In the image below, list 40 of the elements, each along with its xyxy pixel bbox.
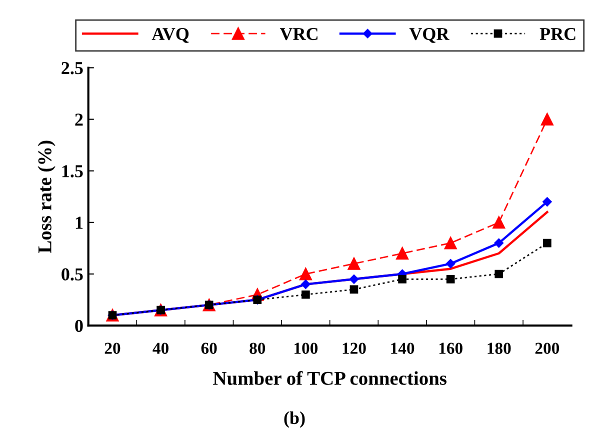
point [444,236,457,250]
x-tick-label: 80 [250,342,266,354]
point [446,274,455,284]
y-tick-label: 0.5 [62,268,83,281]
point [301,280,310,289]
legend-label: AVQ [152,28,189,43]
point [494,270,504,278]
y-tick-label: 2 [75,114,83,126]
point [542,197,552,206]
point [349,274,359,284]
legend-label: PRC [540,28,576,40]
point [540,113,554,126]
point [398,274,406,284]
point [302,290,310,299]
text: (b) [284,411,305,428]
x-tick-label: 20 [104,342,120,354]
x-tick-label: 140 [391,342,414,354]
point [396,247,409,260]
y-tick-label: 2.5 [62,62,83,74]
x-tick-label: 40 [152,342,168,354]
x-tick-label: 100 [294,342,318,354]
legend-label: VQR [409,28,450,43]
point [299,268,312,280]
x-tick-label: 160 [439,342,462,354]
legend-label: VRC [280,28,318,40]
x-tick-label: 200 [535,342,560,354]
x-tick-label: 180 [488,342,511,354]
y-tick-label: 0 [75,320,83,332]
point [350,285,358,294]
point [446,259,456,268]
point [494,238,504,248]
x-tick-label: 120 [342,342,366,354]
point [348,257,360,270]
y-axis-title: Loss rate (%) [38,140,56,254]
point [543,238,552,248]
y-tick-label: 1 [76,216,83,229]
x-axis-title: Number of TCP connections [213,371,446,385]
point [492,216,506,229]
x-tick-label: 60 [201,342,217,354]
y-tick-label: 1.5 [62,165,83,178]
